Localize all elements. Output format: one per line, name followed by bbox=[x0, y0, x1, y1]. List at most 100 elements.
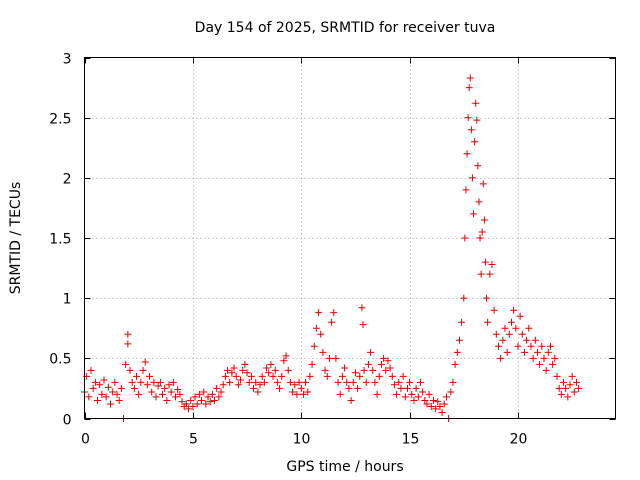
data-point bbox=[141, 358, 149, 366]
data-point bbox=[230, 364, 238, 372]
data-point bbox=[419, 388, 427, 396]
data-point bbox=[364, 360, 372, 368]
data-point bbox=[476, 234, 484, 242]
data-point bbox=[167, 388, 175, 396]
data-point bbox=[453, 348, 461, 356]
data-point bbox=[130, 384, 138, 392]
data-point bbox=[416, 378, 424, 386]
data-point bbox=[434, 398, 442, 406]
data-point bbox=[412, 384, 420, 392]
y-tick-label: 1 bbox=[63, 292, 72, 308]
data-point bbox=[432, 405, 440, 413]
data-point bbox=[219, 381, 227, 389]
data-point bbox=[373, 390, 381, 398]
data-point bbox=[208, 390, 216, 398]
data-point bbox=[133, 372, 141, 380]
data-point bbox=[538, 342, 546, 350]
data-point bbox=[258, 372, 266, 380]
x-tick-label: 20 bbox=[510, 432, 528, 448]
data-point bbox=[148, 388, 156, 396]
data-point bbox=[94, 396, 102, 404]
data-point bbox=[559, 378, 567, 386]
data-point bbox=[211, 396, 219, 404]
data-point bbox=[549, 360, 557, 368]
data-point bbox=[486, 270, 494, 278]
data-point bbox=[265, 369, 273, 377]
data-point bbox=[146, 372, 154, 380]
data-point bbox=[566, 381, 574, 389]
data-point bbox=[525, 324, 533, 332]
data-points bbox=[81, 74, 583, 422]
data-point bbox=[351, 369, 359, 377]
data-point bbox=[295, 378, 303, 386]
data-point bbox=[458, 318, 466, 326]
data-point bbox=[150, 378, 158, 386]
data-point bbox=[467, 126, 475, 134]
data-point bbox=[239, 366, 247, 374]
data-point bbox=[163, 396, 171, 404]
data-point bbox=[286, 378, 294, 386]
data-point bbox=[505, 330, 513, 338]
data-point bbox=[510, 306, 518, 314]
data-point bbox=[124, 330, 132, 338]
data-point bbox=[475, 198, 483, 206]
data-point bbox=[338, 372, 346, 380]
data-point bbox=[478, 228, 486, 236]
x-tick-label: 0 bbox=[81, 432, 90, 448]
data-point bbox=[161, 384, 169, 392]
data-point bbox=[447, 388, 455, 396]
data-point bbox=[100, 376, 108, 384]
data-point bbox=[429, 396, 437, 404]
data-point bbox=[371, 378, 379, 386]
data-point bbox=[468, 174, 476, 182]
data-point bbox=[354, 384, 362, 392]
data-point bbox=[289, 388, 297, 396]
data-point bbox=[451, 360, 459, 368]
data-point bbox=[213, 384, 221, 392]
data-point bbox=[401, 393, 409, 401]
data-point bbox=[395, 378, 403, 386]
data-point bbox=[455, 336, 463, 344]
data-point bbox=[414, 393, 422, 401]
data-point bbox=[178, 398, 186, 406]
data-point bbox=[421, 396, 429, 404]
data-point bbox=[518, 330, 526, 338]
data-point bbox=[87, 366, 95, 374]
data-point bbox=[386, 364, 394, 372]
data-point bbox=[260, 378, 268, 386]
data-point bbox=[113, 390, 121, 398]
y-tick-label: 2.5 bbox=[49, 112, 71, 128]
data-point bbox=[397, 384, 405, 392]
data-point bbox=[193, 400, 201, 408]
data-point bbox=[273, 378, 281, 386]
data-point bbox=[492, 330, 500, 338]
data-point bbox=[91, 378, 99, 386]
data-point bbox=[269, 372, 277, 380]
data-point bbox=[490, 306, 498, 314]
data-point bbox=[187, 396, 195, 404]
data-point bbox=[356, 372, 364, 380]
y-tick-label: 3 bbox=[63, 52, 72, 68]
data-point bbox=[241, 360, 249, 368]
data-point bbox=[557, 390, 565, 398]
data-point bbox=[562, 384, 570, 392]
data-point bbox=[159, 390, 167, 398]
data-point bbox=[531, 336, 539, 344]
data-point bbox=[154, 382, 162, 390]
data-point bbox=[122, 360, 130, 368]
data-point bbox=[226, 378, 234, 386]
data-point bbox=[464, 114, 472, 122]
data-point bbox=[473, 116, 481, 124]
data-point bbox=[206, 398, 214, 406]
data-point bbox=[278, 372, 286, 380]
data-point bbox=[96, 381, 104, 389]
data-point bbox=[139, 366, 147, 374]
data-point bbox=[358, 304, 366, 312]
data-point bbox=[263, 364, 271, 372]
data-point bbox=[465, 84, 473, 92]
data-point bbox=[507, 318, 515, 326]
data-point bbox=[245, 378, 253, 386]
data-point bbox=[440, 400, 448, 408]
data-point bbox=[256, 381, 264, 389]
data-point bbox=[254, 388, 262, 396]
